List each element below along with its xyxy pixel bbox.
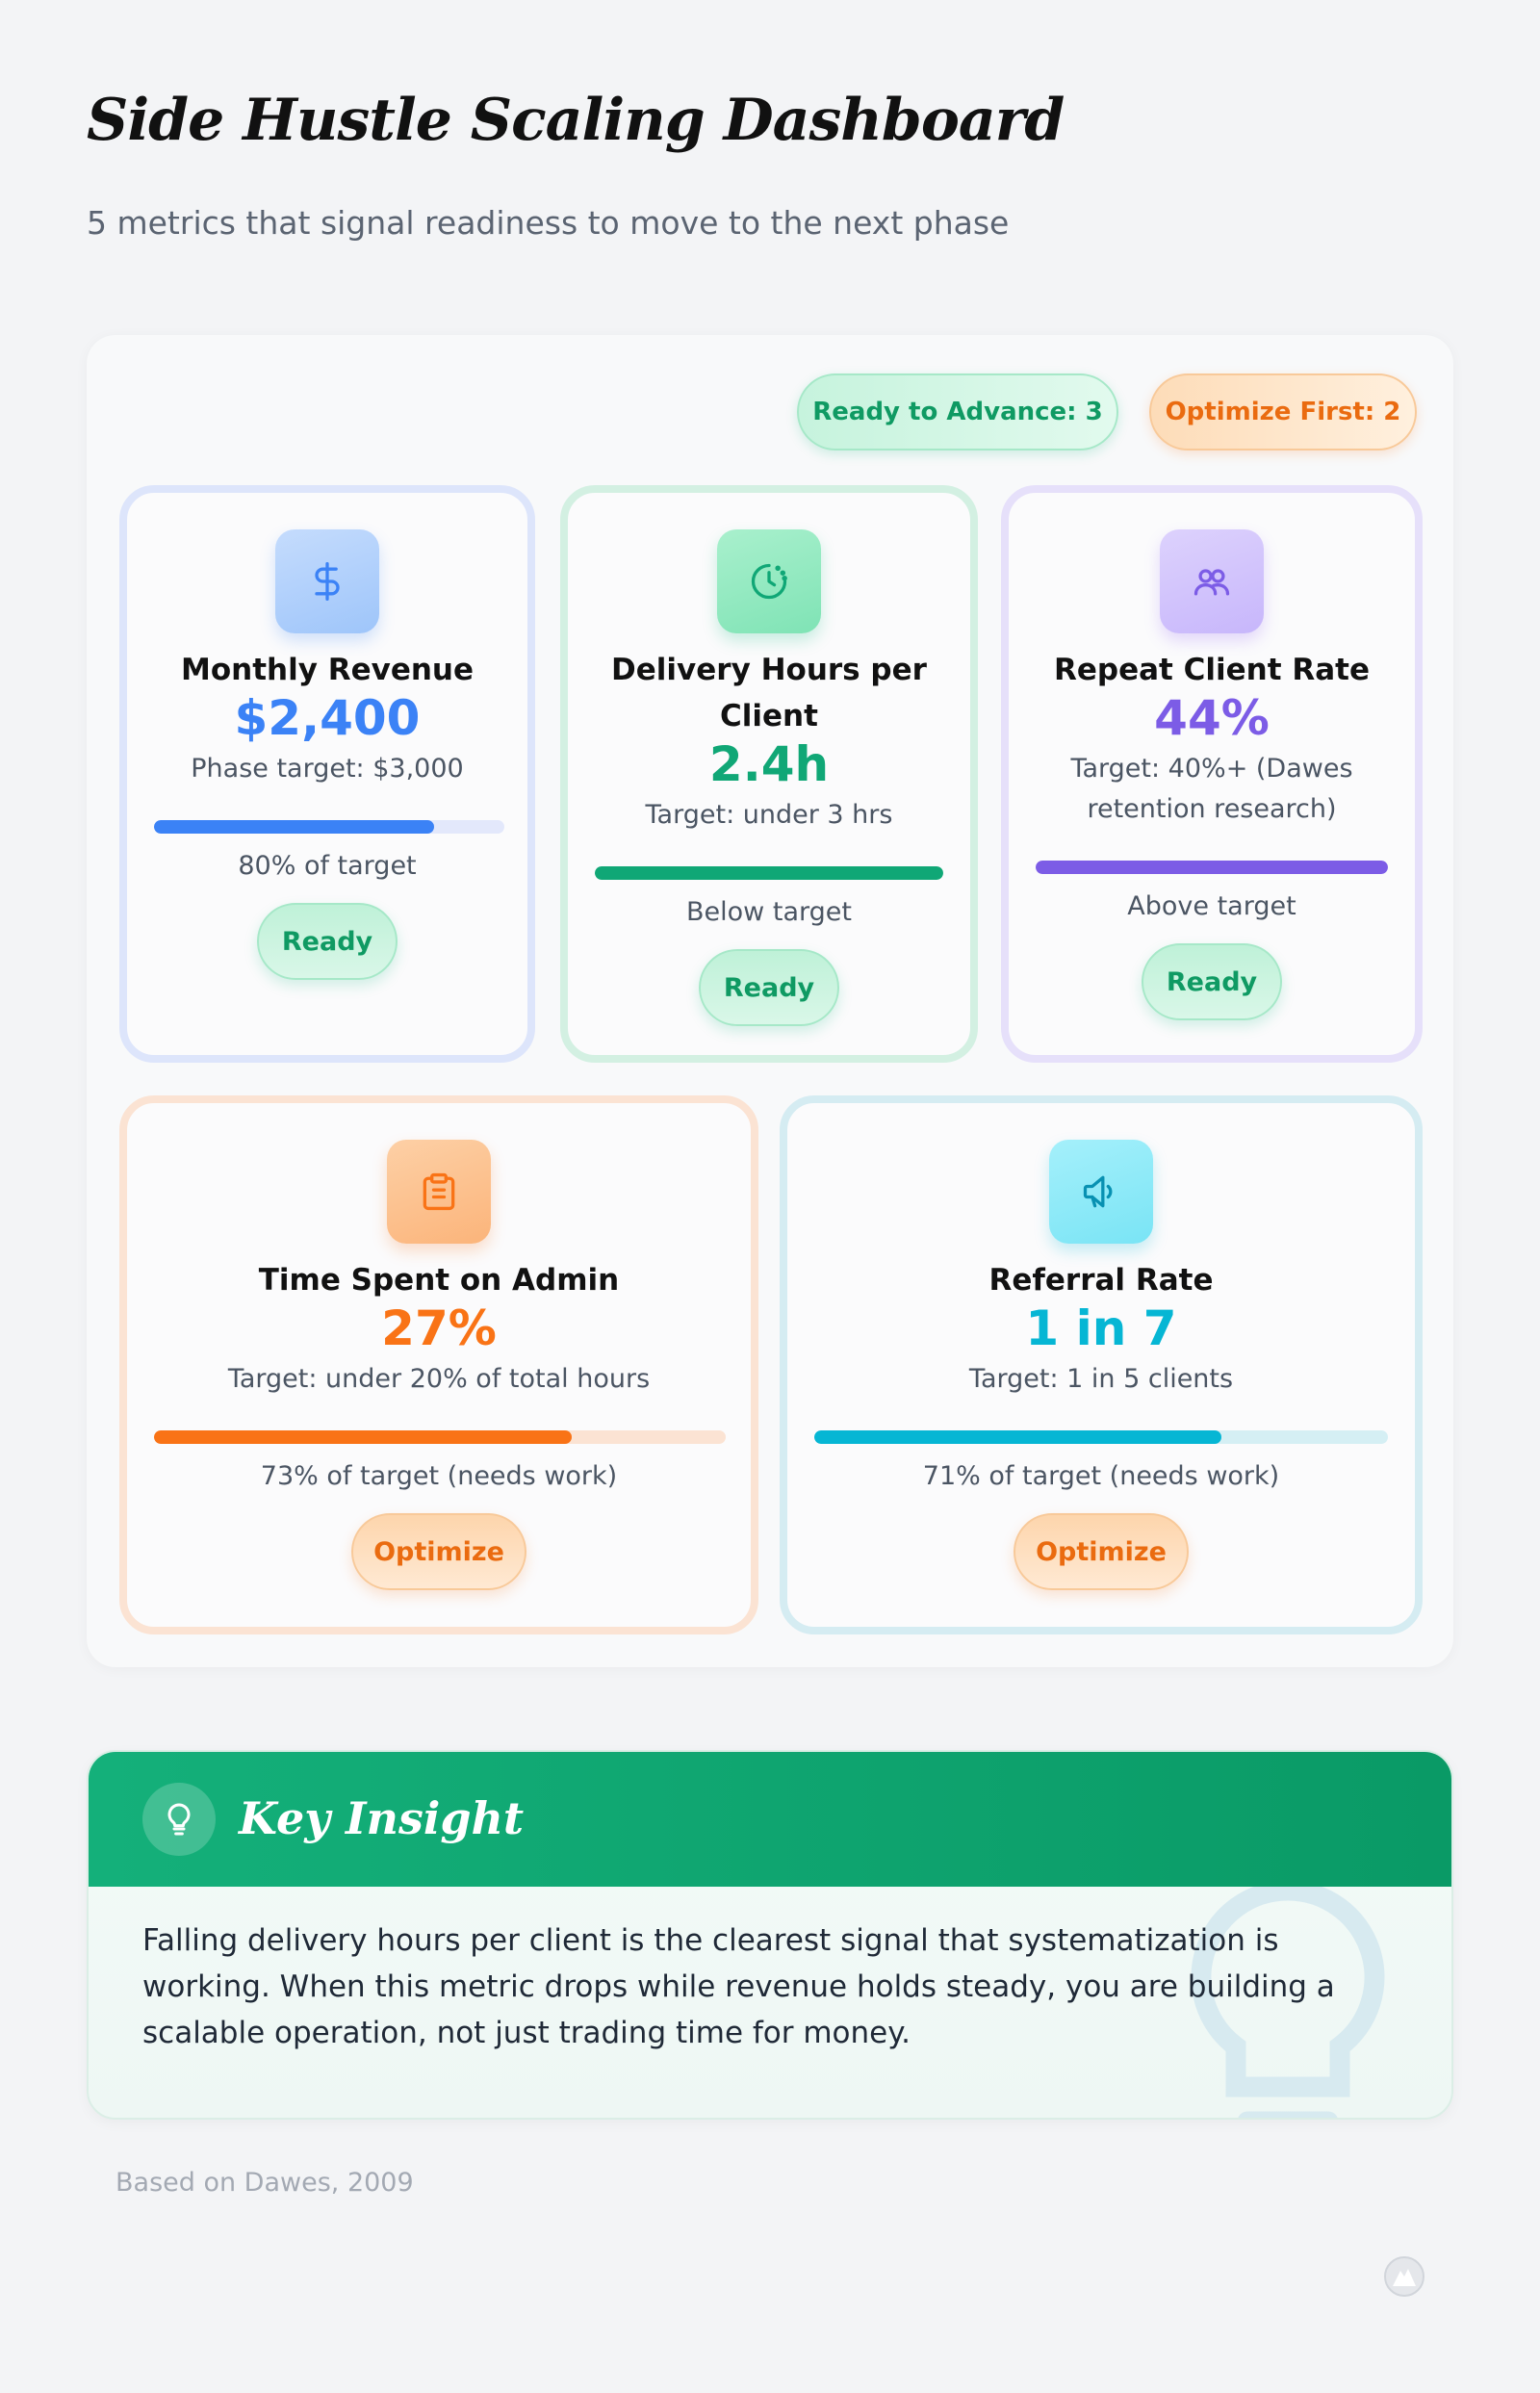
metric-title: Repeat Client Rate [1054, 653, 1370, 687]
insight-title: Key Insight [239, 1792, 525, 1844]
metric-target: Target: under 3 hrs [645, 800, 893, 830]
metric-target: Target: 1 in 5 clients [968, 1364, 1234, 1394]
insight-body: Falling delivery hours per client is the… [142, 1923, 1335, 2050]
metric-value: 1 in 7 [1025, 1300, 1177, 1356]
progress-bar [595, 866, 943, 880]
metric-value: 2.4h [708, 736, 830, 792]
status-badge: Ready [1142, 943, 1282, 1020]
users-icon [1160, 529, 1264, 633]
lightbulb-watermark-icon [1191, 1880, 1385, 2118]
metric-title: Referral Rate [988, 1263, 1214, 1298]
progress-bar [154, 1430, 726, 1444]
status-badge: Ready [699, 949, 839, 1026]
key-insight-panel: Key Insight Falling delivery hours per c… [87, 1750, 1453, 2120]
metrics-board: Ready to Advance: 3 Optimize First: 2 Mo… [87, 335, 1453, 1667]
clipboard-icon [387, 1140, 491, 1244]
dollar-icon [275, 529, 379, 633]
metric-target: Target: 40%+ (Dawes retention research) [1070, 754, 1353, 824]
metric-card-monthly-revenue: Monthly Revenue $2,400 Phase target: $3,… [119, 485, 535, 1063]
progress-bar-fill [814, 1430, 1222, 1444]
status-badge: Ready [257, 903, 398, 980]
source-citation: Based on Dawes, 2009 [116, 2168, 414, 2198]
status-badge: Optimize [351, 1513, 526, 1590]
progress-bar [814, 1430, 1388, 1444]
progress-bar-fill [154, 820, 435, 834]
progress-note: 71% of target (needs work) [922, 1461, 1280, 1491]
progress-note: Below target [686, 897, 852, 927]
metric-title: Delivery Hours per Client [611, 653, 927, 733]
lightbulb-icon [142, 1783, 216, 1856]
progress-bar-fill [154, 1430, 572, 1444]
progress-note: Above target [1127, 891, 1296, 921]
metric-title: Monthly Revenue [180, 653, 475, 687]
metric-card-delivery-hours: Delivery Hours per Client 2.4h Target: u… [560, 485, 978, 1063]
page-subtitle: 5 metrics that signal readiness to move … [87, 204, 1010, 242]
metric-value: 44% [1154, 690, 1270, 746]
metric-title: Time Spent on Admin [258, 1263, 620, 1298]
megaphone-icon [1049, 1140, 1153, 1244]
progress-bar [1036, 861, 1388, 874]
metric-card-repeat-client-rate: Repeat Client Rate 44% Target: 40%+ (Daw… [1001, 485, 1423, 1063]
progress-bar-fill [1036, 861, 1388, 874]
timer-icon [717, 529, 821, 633]
progress-bar-fill [595, 866, 943, 880]
metric-target: Phase target: $3,000 [191, 754, 464, 784]
metric-target: Target: under 20% of total hours [227, 1364, 651, 1394]
insight-header: Key Insight [89, 1752, 1451, 1887]
progress-bar [154, 820, 504, 834]
metric-card-admin-time: Time Spent on Admin 27% Target: under 20… [119, 1095, 758, 1634]
progress-note: 80% of target [238, 851, 417, 881]
optimize-count-badge: Optimize First: 2 [1149, 373, 1417, 450]
metric-value: $2,400 [234, 690, 421, 746]
brand-logo-icon [1384, 2256, 1424, 2297]
status-badge: Optimize [1014, 1513, 1189, 1590]
metric-value: 27% [381, 1300, 497, 1356]
ready-count-badge: Ready to Advance: 3 [797, 373, 1118, 450]
metric-card-referral-rate: Referral Rate 1 in 7 Target: 1 in 5 clie… [780, 1095, 1423, 1634]
page-title: Side Hustle Scaling Dashboard [87, 87, 1065, 154]
progress-note: 73% of target (needs work) [260, 1461, 618, 1491]
